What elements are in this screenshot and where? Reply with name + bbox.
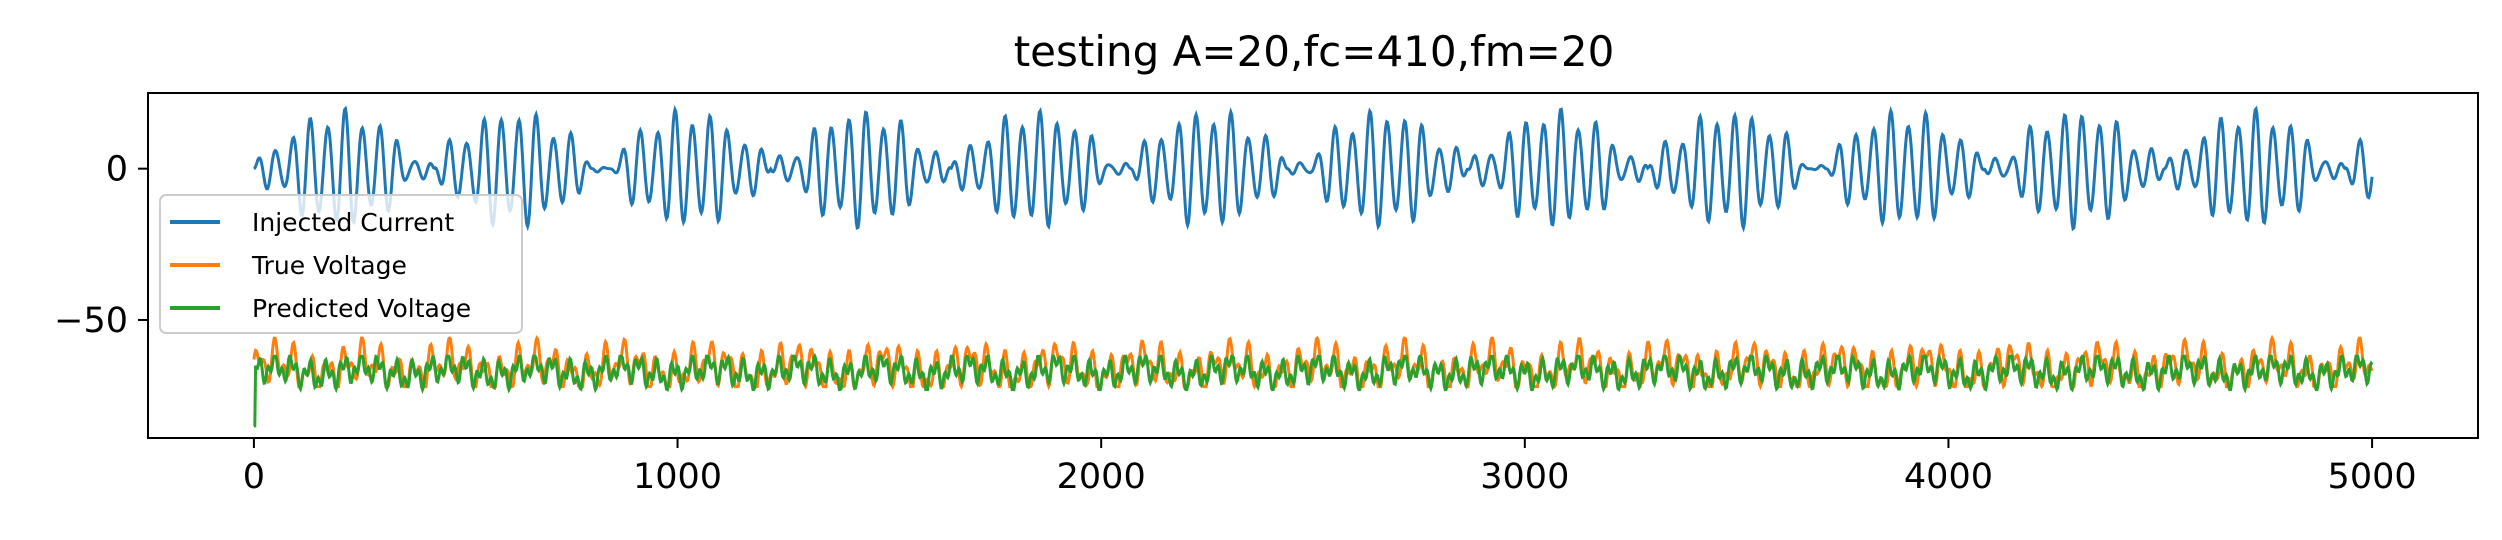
x-tick-label: 4000: [1904, 457, 1993, 497]
legend-label: True Voltage: [251, 251, 407, 280]
x-axis: 0 1000 2000 3000 4000 5000: [243, 438, 2417, 497]
y-tick-label: 0: [106, 150, 128, 190]
chart-title: testing A=20,fc=410,fm=20: [1014, 27, 1615, 76]
y-tick-label: −50: [54, 301, 128, 341]
series-line-predicted-voltage: [253, 352, 2374, 428]
x-tick-label: 1000: [633, 457, 722, 497]
x-tick-label: 3000: [1480, 457, 1569, 497]
series-line-true-voltage: [252, 334, 2374, 391]
x-tick-label: 5000: [2328, 457, 2417, 497]
legend-label: Injected Current: [252, 208, 454, 237]
y-axis: 0 −50: [54, 150, 148, 341]
legend: Injected Current True Voltage Predicted Vo…: [159, 194, 523, 334]
axes-layer: [147, 92, 2479, 439]
legend-frame: [159, 194, 523, 334]
series-line-injected-current: [253, 104, 2374, 233]
legend-label: Predicted Voltage: [252, 294, 471, 323]
x-tick-label: 0: [243, 457, 265, 497]
series-layer: [252, 104, 2374, 428]
plot-frame: [147, 92, 2479, 439]
x-tick-label: 2000: [1057, 457, 1146, 497]
